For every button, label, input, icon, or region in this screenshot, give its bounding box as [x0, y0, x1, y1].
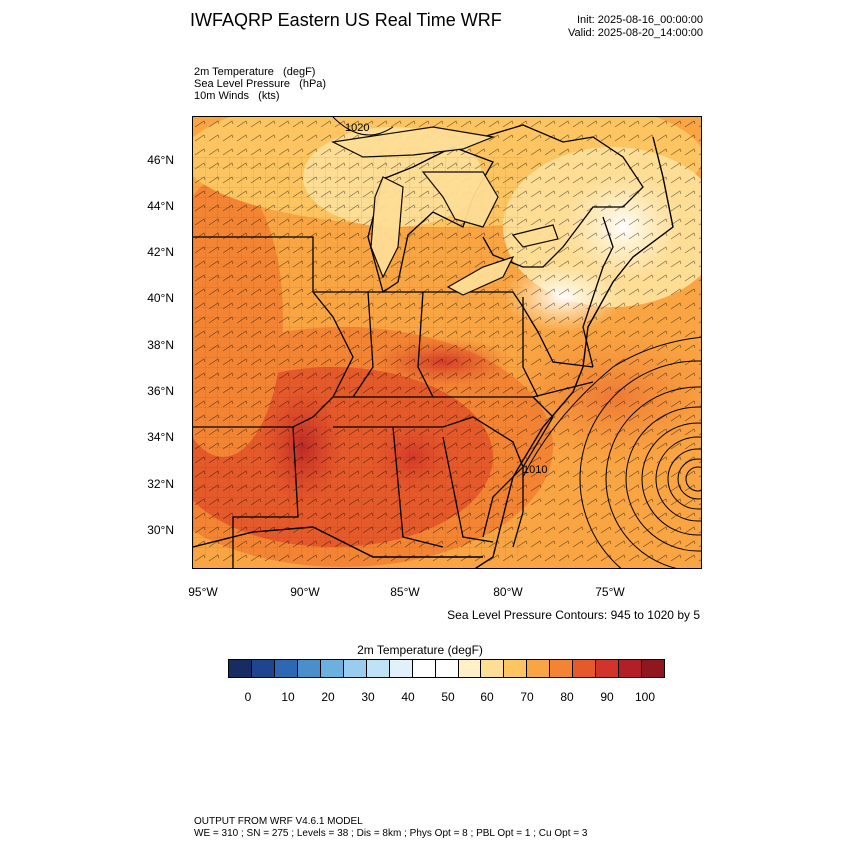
colorbar-label-60: 60 — [480, 690, 494, 704]
great-lakes — [331, 126, 559, 296]
colorbar-label-90: 90 — [600, 690, 614, 704]
colorbar-label-100: 100 — [634, 690, 656, 704]
colorbar-swatch — [435, 660, 459, 677]
colorbar-swatch — [412, 660, 436, 677]
field-list: 2m Temperature (degF) Sea Level Pressure… — [194, 66, 326, 102]
footer-config-line: WE = 310 ; SN = 275 ; Levels = 38 ; Dis … — [194, 828, 588, 839]
lat-label-42: 42°N — [147, 245, 174, 259]
colorbar-swatch — [229, 660, 252, 677]
lat-label-40: 40°N — [147, 291, 174, 305]
colorbar-swatch — [320, 660, 344, 677]
model-footer: OUTPUT FROM WRF V4.6.1 MODEL WE = 310 ; … — [194, 816, 587, 840]
colorbar-swatch — [297, 660, 321, 677]
colorbar-label-0: 0 — [244, 690, 252, 704]
footer-model-line: OUTPUT FROM WRF V4.6.1 MODEL — [194, 816, 363, 827]
colorbar-swatch — [251, 660, 275, 677]
lat-label-34: 34°N — [147, 430, 174, 444]
colorbar-label-10: 10 — [281, 690, 295, 704]
colorbar-label-80: 80 — [560, 690, 574, 704]
colorbar-label-50: 50 — [441, 690, 455, 704]
colorbar-label-40: 40 — [401, 690, 415, 704]
field-pressure: Sea Level Pressure (hPa) — [194, 78, 327, 90]
colorbar-swatch — [596, 660, 620, 677]
lon-label-80: 80°W — [493, 585, 523, 599]
lat-label-44: 44°N — [147, 199, 174, 213]
colorbar-swatch — [481, 660, 505, 677]
run-times: Init: 2025-08-16_00:00:00 Valid: 2025-08… — [560, 14, 703, 40]
state-borders — [193, 124, 644, 568]
temperature-colorbar — [228, 659, 665, 678]
field-winds: 10m Winds (kts) — [194, 90, 280, 102]
lat-label-32: 32°N — [147, 477, 174, 491]
colorbar-swatch — [642, 660, 665, 677]
init-time: Init: 2025-08-16_00:00:00 — [577, 14, 703, 26]
plot-title: IWFAQRP Eastern US Real Time WRF — [190, 10, 502, 30]
contour-label-1010: 1010 — [523, 464, 547, 476]
lat-label-30: 30°N — [147, 523, 174, 537]
pressure-contours — [332, 117, 701, 568]
weather-map: 1020 1010 — [192, 116, 702, 569]
lat-label-38: 38°N — [147, 338, 174, 352]
colorbar-label-30: 30 — [361, 690, 375, 704]
colorbar-swatch — [274, 660, 298, 677]
lon-label-95: 95°W — [188, 585, 218, 599]
colorbar-title: 2m Temperature (degF) — [357, 643, 483, 657]
colorbar-swatch — [458, 660, 482, 677]
lon-label-85: 85°W — [390, 585, 420, 599]
colorbar-swatch — [550, 660, 574, 677]
coastline — [193, 136, 674, 568]
colorbar-label-70: 70 — [520, 690, 534, 704]
colorbar-swatch — [504, 660, 528, 677]
colorbar-swatch — [619, 660, 643, 677]
field-temperature: 2m Temperature (degF) — [194, 66, 316, 78]
lon-label-90: 90°W — [290, 585, 320, 599]
valid-time: Valid: 2025-08-20_14:00:00 — [568, 27, 703, 39]
pressure-contour-note: Sea Level Pressure Contours: 945 to 1020… — [447, 608, 700, 622]
colorbar-swatch — [343, 660, 367, 677]
colorbar-swatch — [389, 660, 413, 677]
lat-label-36: 36°N — [147, 384, 174, 398]
lon-label-75: 75°W — [595, 585, 625, 599]
colorbar-swatch — [527, 660, 551, 677]
contour-label-1020: 1020 — [345, 122, 369, 134]
colorbar-swatch — [366, 660, 390, 677]
map-canvas: 1020 1010 — [193, 117, 701, 568]
lat-label-46: 46°N — [147, 153, 174, 167]
colorbar-swatch — [573, 660, 597, 677]
colorbar-label-20: 20 — [321, 690, 335, 704]
